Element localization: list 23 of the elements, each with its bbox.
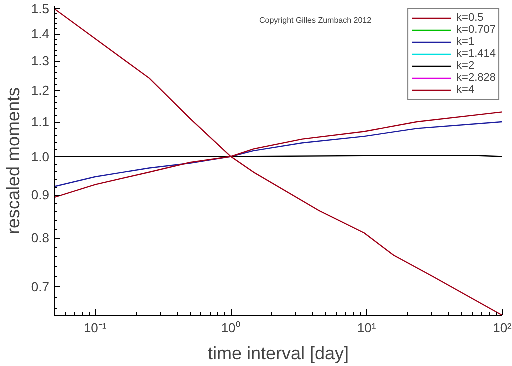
legend-label: k=1.414 <box>456 48 496 60</box>
y-tick-label: 1.0 <box>31 149 50 164</box>
legend-label: k=1 <box>456 36 476 48</box>
x-axis-title: time interval [day] <box>208 344 350 364</box>
legend-label: k=2.828 <box>456 72 496 84</box>
x-tick-label: 10⁻¹ <box>84 320 108 336</box>
y-tick-label: 0.9 <box>31 188 50 203</box>
x-tick-label: 10⁰ <box>221 320 241 336</box>
y-axis-title: rescaled moments <box>3 87 24 235</box>
y-tick-label: 1.4 <box>31 26 50 42</box>
y-tick-label: 1.5 <box>31 1 50 16</box>
y-tick-label: 0.7 <box>31 279 50 294</box>
legend-label: k=2 <box>456 60 476 72</box>
x-tick-label: 10² <box>493 320 512 336</box>
annotation: Copyright Gilles Zumbach 2012 <box>260 16 372 25</box>
x-tick-label: 10¹ <box>357 320 377 336</box>
y-tick-label: 1.3 <box>31 54 50 69</box>
legend-label: k=0.707 <box>456 24 496 36</box>
y-tick-label: 1.2 <box>31 82 50 98</box>
y-tick-label: 1.1 <box>31 114 50 130</box>
legend-label: k=4 <box>456 84 476 96</box>
y-tick-label: 0.8 <box>31 230 50 246</box>
legend-label: k=0.5 <box>456 12 484 24</box>
